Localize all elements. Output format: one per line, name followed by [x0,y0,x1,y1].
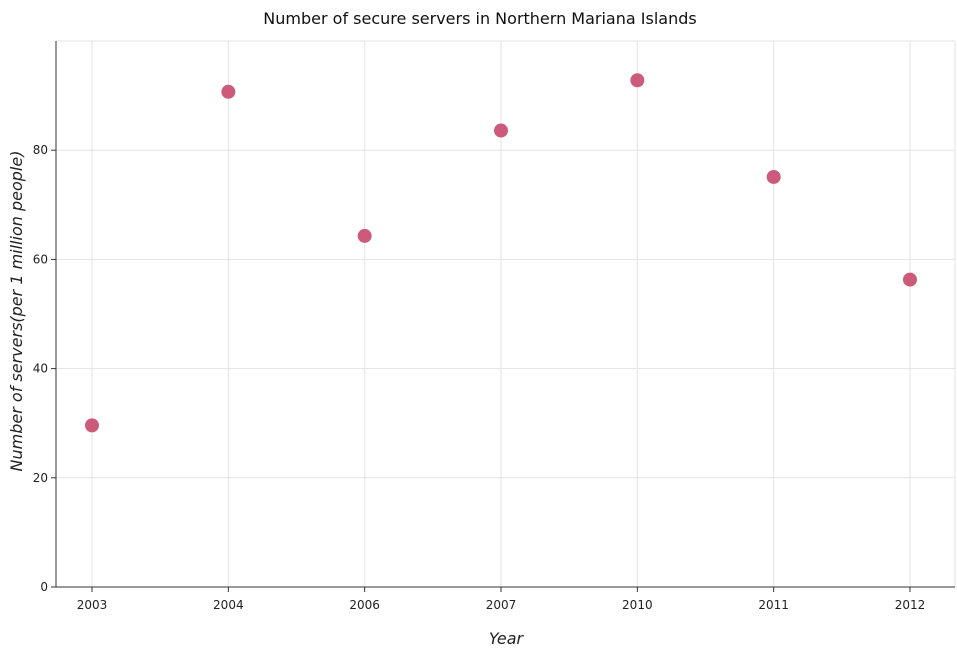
y-tick-label: 20 [33,471,48,485]
y-tick-label: 0 [40,580,48,594]
y-tick-label: 60 [33,252,48,266]
data-point [630,73,645,88]
x-tick-label: 2006 [349,598,380,612]
data-point [357,228,372,243]
y-tick-label: 40 [33,362,48,376]
grid-layer [56,40,956,588]
data-point [221,84,236,99]
x-axis-label: Year [489,629,525,648]
data-point [766,169,781,184]
data-point [903,272,917,287]
axes-layer: 0 20 40 60 80 2003 2004 2006 2007 2010 2011 2012 [33,41,955,612]
x-tick-label: 2011 [758,598,789,612]
data-point [494,123,508,138]
x-tick-label: 2004 [213,598,244,612]
data-point [85,418,99,433]
x-tick-label: 2007 [486,598,517,612]
x-tick-label: 2003 [77,598,108,612]
chart-title: Number of secure servers in Northern Mar… [263,9,696,28]
y-axis-label: Number of servers(per 1 million people) [7,151,26,472]
points-layer [85,73,917,433]
x-tick-label: 2010 [622,598,653,612]
x-tick-label: 2012 [895,598,926,612]
y-tick-label: 80 [33,143,48,157]
